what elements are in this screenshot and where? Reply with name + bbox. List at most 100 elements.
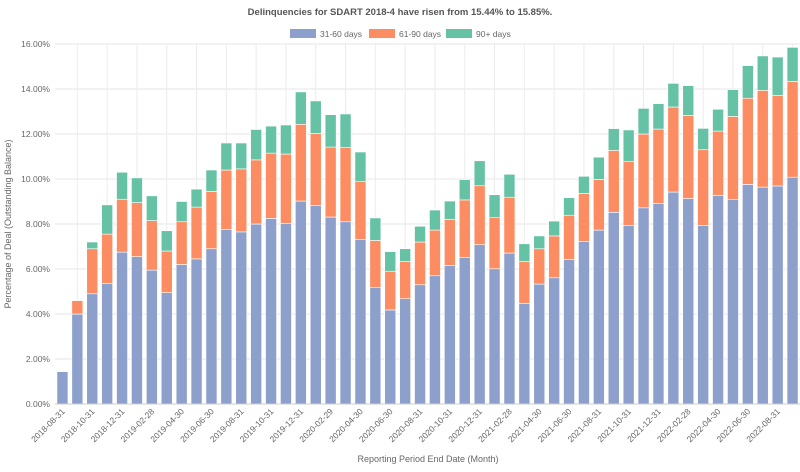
bar-segment-31-60-days bbox=[608, 212, 619, 404]
bar-segment-61-90-days bbox=[146, 221, 157, 271]
bar-segment-61-90-days bbox=[623, 162, 634, 226]
y-tick-label: 0.00% bbox=[26, 399, 51, 409]
bar-segment-61-90-days bbox=[429, 230, 440, 276]
bar-segment-90-days bbox=[668, 83, 679, 107]
bar-segment-31-60-days bbox=[340, 222, 351, 404]
bar-segment-61-90-days bbox=[444, 219, 455, 265]
bar-segment-61-90-days bbox=[534, 249, 545, 284]
y-axis: 0.00%2.00%4.00%6.00%8.00%10.00%12.00%14.… bbox=[21, 39, 50, 409]
bar-segment-90-days bbox=[772, 57, 783, 95]
bar-segment-61-90-days bbox=[742, 98, 753, 184]
bar-segment-31-60-days bbox=[653, 203, 664, 404]
bar-segment-31-60-days bbox=[564, 259, 575, 404]
legend-swatch bbox=[369, 29, 395, 38]
bar-segment-61-90-days bbox=[727, 116, 738, 199]
bar-segment-31-60-days bbox=[400, 299, 411, 404]
bar-segment-61-90-days bbox=[593, 179, 604, 230]
bar-segment-90-days bbox=[161, 231, 172, 251]
bar-segment-90-days bbox=[608, 129, 619, 151]
bar-segment-90-days bbox=[504, 174, 515, 197]
bar-segment-31-60-days bbox=[385, 310, 396, 404]
bar-segment-61-90-days bbox=[325, 147, 336, 217]
legend-item[interactable]: 90+ days bbox=[446, 29, 511, 39]
legend-label: 61-90 days bbox=[399, 29, 441, 39]
y-tick-label: 2.00% bbox=[26, 354, 51, 364]
bar-segment-31-60-days bbox=[787, 177, 798, 404]
bar-segment-90-days bbox=[131, 178, 142, 203]
bar-segment-61-90-days bbox=[772, 95, 783, 186]
bar-segment-31-60-days bbox=[444, 265, 455, 404]
bars bbox=[57, 47, 798, 404]
bar-segment-90-days bbox=[221, 143, 232, 170]
bar-segment-61-90-days bbox=[698, 150, 709, 226]
bar-segment-61-90-days bbox=[340, 147, 351, 221]
bar-segment-90-days bbox=[519, 244, 530, 262]
bar-segment-90-days bbox=[176, 202, 187, 222]
bar-segment-61-90-days bbox=[653, 129, 664, 203]
bar-segment-61-90-days bbox=[251, 160, 262, 224]
bar-segment-61-90-days bbox=[787, 81, 798, 177]
bar-segment-90-days bbox=[757, 56, 768, 90]
bar-segment-61-90-days bbox=[176, 222, 187, 265]
bar-segment-61-90-days bbox=[757, 90, 768, 187]
legend-label: 90+ days bbox=[476, 29, 511, 39]
bar-segment-31-60-days bbox=[742, 184, 753, 404]
bar-segment-61-90-days bbox=[578, 193, 589, 241]
bar-segment-61-90-days bbox=[400, 262, 411, 299]
legend-item[interactable]: 61-90 days bbox=[369, 29, 441, 39]
bar-segment-90-days bbox=[459, 180, 470, 200]
bar-segment-31-60-days bbox=[131, 257, 142, 404]
bar-segment-31-60-days bbox=[757, 187, 768, 404]
x-axis: 2018-08-312018-10-312018-12-312019-02-28… bbox=[29, 404, 800, 444]
bar-segment-31-60-days bbox=[474, 245, 485, 404]
bar-segment-61-90-days bbox=[355, 182, 366, 240]
bar-segment-31-60-days bbox=[772, 186, 783, 404]
legend-swatch bbox=[290, 29, 316, 38]
bar-segment-31-60-days bbox=[236, 232, 247, 404]
bar-segment-31-60-days bbox=[57, 372, 68, 404]
bar-segment-61-90-days bbox=[370, 240, 381, 287]
y-tick-label: 16.00% bbox=[21, 39, 50, 49]
bar-segment-90-days bbox=[146, 196, 157, 221]
bar-segment-31-60-days bbox=[668, 192, 679, 404]
legend-label: 31-60 days bbox=[320, 29, 362, 39]
bar-segment-31-60-days bbox=[549, 278, 560, 404]
bar-segment-61-90-days bbox=[191, 207, 202, 259]
bar-segment-31-60-days bbox=[191, 259, 202, 404]
bar-segment-61-90-days bbox=[504, 197, 515, 253]
bar-segment-31-60-days bbox=[280, 223, 291, 404]
bar-segment-90-days bbox=[683, 86, 694, 116]
bar-segment-90-days bbox=[444, 201, 455, 219]
bar-segment-61-90-days bbox=[72, 301, 83, 315]
bar-segment-31-60-days bbox=[489, 269, 500, 404]
legend-item[interactable]: 31-60 days bbox=[290, 29, 362, 39]
bar-segment-31-60-days bbox=[593, 230, 604, 404]
bar-segment-90-days bbox=[578, 176, 589, 193]
bar-segment-61-90-days bbox=[102, 234, 113, 284]
bar-segment-31-60-days bbox=[623, 225, 634, 404]
bar-segment-90-days bbox=[415, 226, 426, 242]
bar-segment-90-days bbox=[117, 172, 128, 199]
bar-segment-61-90-days bbox=[668, 107, 679, 192]
bar-segment-90-days bbox=[713, 109, 724, 131]
bar-segment-31-60-days bbox=[355, 239, 366, 404]
y-tick-label: 6.00% bbox=[26, 264, 51, 274]
bar-segment-31-60-days bbox=[534, 284, 545, 404]
bar-segment-61-90-days bbox=[489, 218, 500, 269]
bar-segment-90-days bbox=[310, 101, 321, 133]
bar-segment-31-60-days bbox=[72, 314, 83, 404]
bar-segment-31-60-days bbox=[727, 200, 738, 404]
chart-title: Delinquencies for SDART 2018-4 have rise… bbox=[248, 7, 553, 18]
bar-segment-90-days bbox=[638, 108, 649, 134]
bar-segment-31-60-days bbox=[325, 217, 336, 404]
y-tick-label: 8.00% bbox=[26, 219, 51, 229]
bar-segment-61-90-days bbox=[221, 170, 232, 230]
bar-segment-61-90-days bbox=[415, 242, 426, 285]
bar-segment-90-days bbox=[355, 152, 366, 182]
bar-segment-61-90-days bbox=[206, 191, 217, 248]
bar-segment-31-60-days bbox=[206, 249, 217, 404]
bar-segment-90-days bbox=[325, 115, 336, 147]
bar-segment-90-days bbox=[653, 104, 664, 129]
bar-segment-61-90-days bbox=[131, 203, 142, 257]
bar-segment-61-90-days bbox=[385, 271, 396, 310]
